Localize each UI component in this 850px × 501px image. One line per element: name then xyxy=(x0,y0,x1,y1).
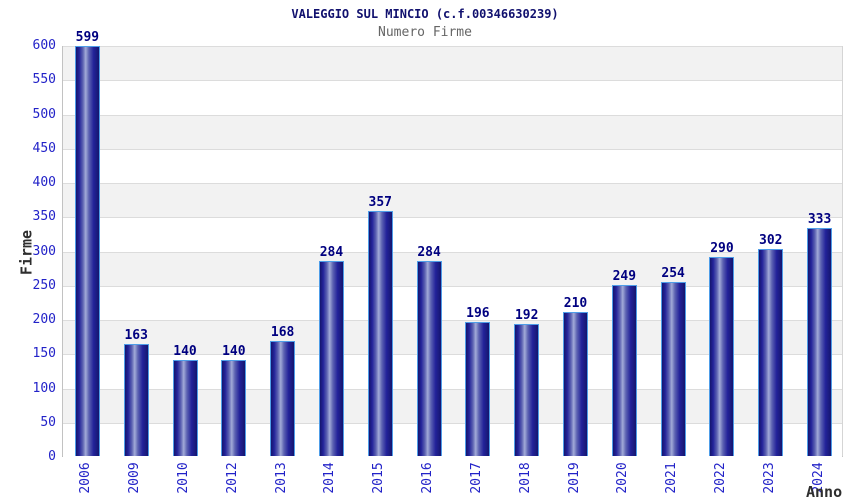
bar-2006 xyxy=(74,45,100,456)
bar-2020 xyxy=(611,285,637,456)
x-tick-label-2020: 2020 xyxy=(615,462,631,494)
plot-band xyxy=(63,80,842,115)
plot-band xyxy=(63,46,842,81)
x-tick-label-2012: 2012 xyxy=(224,462,240,494)
bar-value-label: 210 xyxy=(563,296,588,312)
bar-value-label: 192 xyxy=(514,308,539,324)
x-tick-label-2018: 2018 xyxy=(517,462,533,494)
bar-2017 xyxy=(465,321,491,456)
chart-title: VALEGGIO SUL MINCIO (c.f.00346630239) xyxy=(291,7,559,21)
bar-value-label: 196 xyxy=(466,305,490,321)
plot-band xyxy=(63,148,842,183)
x-tick-label-2013: 2013 xyxy=(273,462,289,494)
x-tick-label-2022: 2022 xyxy=(712,462,728,494)
bar-2022 xyxy=(709,257,735,456)
y-axis-label: Firme xyxy=(17,229,36,276)
bar-2009 xyxy=(123,344,149,456)
bar-2013 xyxy=(270,340,296,456)
bar-2014 xyxy=(318,261,344,456)
bar-value-label: 333 xyxy=(807,211,832,227)
bar-2015 xyxy=(367,211,393,456)
x-tick-label-2023: 2023 xyxy=(761,462,777,494)
y-tick-label: 250 xyxy=(32,277,56,293)
bar-value-label: 284 xyxy=(319,245,344,261)
bar-2021 xyxy=(660,282,686,456)
bar-value-label: 140 xyxy=(222,344,246,360)
x-tick-label-2019: 2019 xyxy=(566,462,582,494)
x-tick-label-2009: 2009 xyxy=(127,462,143,494)
chart-subtitle: Numero Firme xyxy=(378,25,472,40)
bar-value-label: 140 xyxy=(173,344,197,360)
plot-area: 599 163 140 140 168 284 357 284 196 192 210 249 254 2… xyxy=(62,30,843,457)
bar-value-label: 357 xyxy=(368,195,393,211)
bar-value-label: 168 xyxy=(270,324,295,340)
bar-value-label: 163 xyxy=(124,328,148,344)
plot-band xyxy=(63,114,842,149)
y-tick-label: 550 xyxy=(32,72,56,88)
bar-2012 xyxy=(221,360,247,456)
plot-band xyxy=(63,183,842,218)
bar-value-label: 290 xyxy=(710,241,734,257)
bar-2019 xyxy=(563,312,589,456)
y-tick-label: 450 xyxy=(32,140,56,156)
bar-2024 xyxy=(807,227,833,456)
bar-2010 xyxy=(172,360,198,456)
y-tick-label: 200 xyxy=(32,312,56,327)
x-tick-label-2016: 2016 xyxy=(420,462,436,494)
plot-band xyxy=(63,217,842,252)
bar-value-label: 599 xyxy=(75,29,100,45)
bar-2023 xyxy=(758,249,784,456)
bar-value-label: 254 xyxy=(661,266,685,281)
y-tick-label: 350 xyxy=(32,209,56,225)
y-tick-label: 300 xyxy=(32,243,56,259)
x-axis-label: Anno xyxy=(806,483,843,501)
y-tick-label: 0 xyxy=(48,449,56,464)
y-tick-label: 500 xyxy=(32,106,56,122)
x-tick-label-2006: 2006 xyxy=(78,462,94,494)
x-tick-label-2015: 2015 xyxy=(371,462,387,494)
bar-2016 xyxy=(416,261,442,456)
x-tick-label-2017: 2017 xyxy=(468,462,484,494)
bar-value-label: 302 xyxy=(759,233,783,249)
x-tick-label-2010: 2010 xyxy=(176,462,192,494)
x-tick-label-2021: 2021 xyxy=(664,462,680,494)
y-tick-label: 600 xyxy=(32,38,56,53)
y-tick-label: 400 xyxy=(32,175,56,190)
y-tick-label: 50 xyxy=(40,414,56,430)
bar-2018 xyxy=(514,324,540,456)
bar-value-label: 284 xyxy=(417,245,441,261)
x-tick-label-2014: 2014 xyxy=(322,462,338,494)
y-tick-label: 100 xyxy=(32,380,56,396)
bar-value-label: 249 xyxy=(612,269,637,285)
y-tick-label: 150 xyxy=(32,346,56,362)
